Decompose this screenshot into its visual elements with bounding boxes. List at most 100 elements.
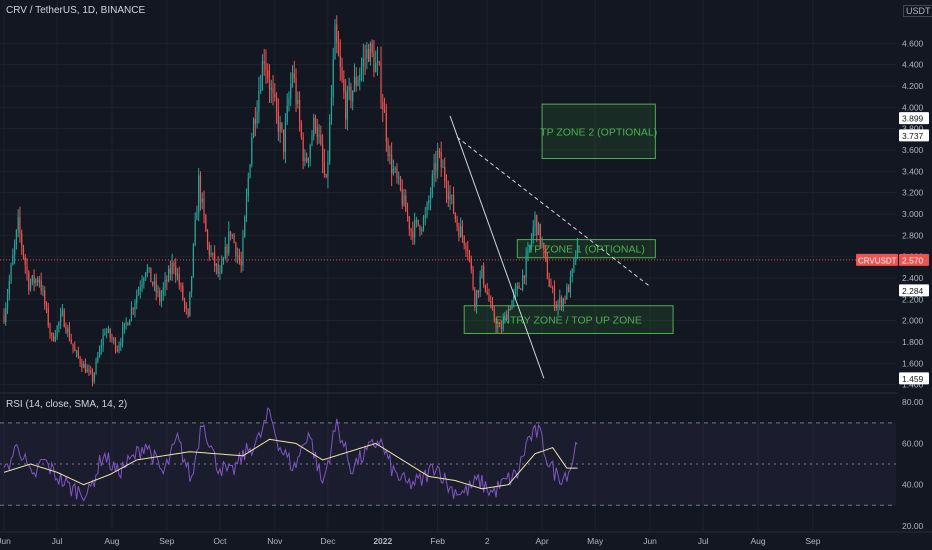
candle bbox=[468, 251, 471, 259]
candle bbox=[166, 279, 168, 282]
price-tick-label: 4.200 bbox=[902, 81, 924, 91]
price-tick-label: 1.600 bbox=[902, 358, 924, 368]
candle bbox=[527, 249, 529, 256]
candle bbox=[217, 264, 219, 274]
candle bbox=[60, 314, 62, 323]
candle bbox=[107, 329, 110, 332]
candle bbox=[79, 357, 81, 364]
time-tick-label: Aug bbox=[750, 536, 765, 546]
candle bbox=[336, 24, 338, 43]
candle bbox=[504, 314, 506, 320]
candle bbox=[58, 322, 60, 326]
candle bbox=[121, 328, 124, 343]
candle bbox=[283, 129, 285, 152]
candle bbox=[261, 61, 264, 91]
candle bbox=[389, 154, 391, 157]
candle bbox=[514, 288, 517, 294]
candle bbox=[160, 294, 163, 302]
price-tick-label: 3.800 bbox=[902, 124, 924, 134]
candle bbox=[222, 258, 225, 264]
price-tick-label: 1.800 bbox=[902, 337, 924, 347]
symbol-tag: CRVUSDT bbox=[858, 256, 897, 265]
candle bbox=[100, 345, 102, 349]
candle bbox=[260, 90, 262, 92]
candle bbox=[286, 105, 288, 123]
candle bbox=[534, 215, 536, 227]
candle bbox=[529, 245, 531, 250]
candle bbox=[127, 322, 129, 326]
rsi-tick-label: 20.00 bbox=[902, 521, 924, 531]
candle bbox=[545, 249, 547, 259]
candle bbox=[228, 231, 230, 254]
currency-unit[interactable]: USDT bbox=[903, 5, 932, 17]
candle bbox=[444, 167, 446, 182]
candle bbox=[178, 274, 180, 285]
candle bbox=[304, 157, 306, 162]
price-tick-label: 2.800 bbox=[902, 230, 924, 240]
candle bbox=[369, 43, 371, 62]
candle bbox=[325, 174, 327, 178]
candle bbox=[555, 305, 557, 309]
time-tick-label: Jul bbox=[698, 536, 709, 546]
trendline-solid bbox=[449, 115, 545, 379]
candle bbox=[29, 282, 32, 290]
candle bbox=[81, 363, 83, 368]
candle bbox=[84, 363, 87, 373]
candle bbox=[102, 334, 104, 346]
candle bbox=[12, 255, 14, 265]
candle bbox=[417, 219, 419, 226]
time-tick-label: Nov bbox=[267, 536, 283, 546]
candle bbox=[458, 227, 460, 238]
candle bbox=[88, 369, 90, 371]
candle bbox=[242, 237, 244, 266]
candle bbox=[224, 246, 226, 259]
candle bbox=[334, 24, 336, 60]
candle bbox=[42, 290, 44, 292]
candle bbox=[91, 372, 94, 382]
candle bbox=[297, 100, 299, 104]
rsi-ma-line bbox=[3, 438, 578, 490]
candle bbox=[568, 286, 570, 293]
candle bbox=[251, 137, 253, 165]
time-tick-label: Oct bbox=[213, 536, 227, 546]
candle bbox=[47, 307, 49, 326]
candle bbox=[196, 212, 198, 221]
candle bbox=[44, 290, 46, 305]
candle bbox=[366, 48, 368, 59]
trendline-dashed bbox=[456, 136, 651, 287]
candle bbox=[281, 122, 283, 130]
candle bbox=[180, 284, 182, 286]
zone-box-2 bbox=[516, 239, 656, 259]
candle bbox=[507, 308, 510, 320]
candle bbox=[189, 291, 191, 316]
candle bbox=[267, 70, 269, 79]
candle bbox=[54, 336, 56, 341]
candle bbox=[139, 287, 141, 291]
candle bbox=[24, 256, 26, 265]
candle bbox=[491, 302, 494, 310]
time-tick-label: Jul bbox=[52, 536, 63, 546]
candle bbox=[113, 339, 115, 341]
candle bbox=[272, 87, 274, 94]
candle bbox=[493, 309, 495, 321]
candle bbox=[456, 219, 458, 228]
candle bbox=[465, 245, 467, 251]
candle bbox=[137, 290, 140, 296]
zone-box-1 bbox=[541, 103, 656, 160]
candle bbox=[341, 66, 343, 80]
price-tick-label: 3.400 bbox=[902, 166, 924, 176]
candle bbox=[537, 223, 540, 235]
candle bbox=[40, 280, 42, 291]
candle bbox=[490, 300, 492, 303]
candle bbox=[371, 43, 373, 53]
time-tick-label: Dec bbox=[320, 536, 336, 546]
price-tick-label: 2.200 bbox=[902, 294, 924, 304]
candle bbox=[548, 278, 550, 287]
candle bbox=[123, 323, 125, 329]
candle bbox=[208, 244, 210, 255]
candle bbox=[323, 161, 325, 175]
candle bbox=[575, 257, 577, 259]
price-label-box bbox=[899, 372, 929, 385]
candle bbox=[21, 233, 23, 247]
